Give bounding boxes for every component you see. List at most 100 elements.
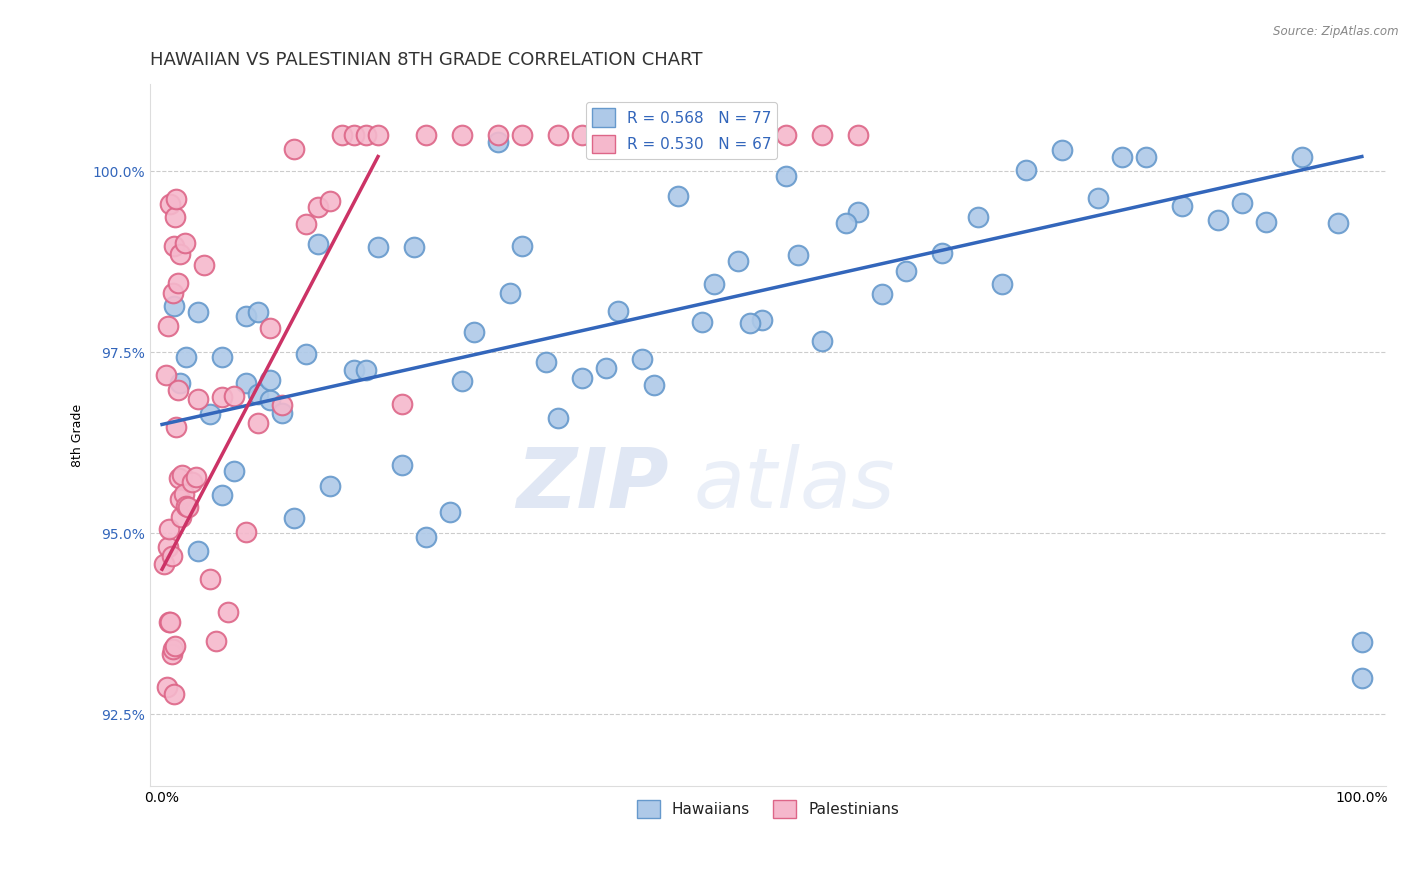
Point: [187, 305, 209, 319]
Point: [271, 398, 294, 412]
Point: [193, 258, 215, 272]
Text: ZIP: ZIP: [516, 444, 669, 525]
Point: [181, 475, 204, 490]
Point: [163, 239, 186, 253]
Point: [235, 310, 257, 324]
Point: [205, 634, 228, 648]
Point: [172, 468, 194, 483]
Y-axis label: 8th Grade: 8th Grade: [72, 404, 84, 467]
Point: [787, 248, 810, 262]
Point: [666, 128, 689, 142]
Point: [1206, 213, 1229, 227]
Point: [222, 389, 245, 403]
Point: [177, 500, 200, 514]
Point: [607, 304, 630, 318]
Point: [160, 549, 183, 563]
Point: [666, 188, 689, 202]
Point: [174, 350, 197, 364]
Point: [169, 376, 191, 390]
Point: [173, 236, 195, 251]
Point: [415, 530, 437, 544]
Point: [547, 128, 569, 142]
Point: [211, 390, 233, 404]
Point: [1351, 671, 1374, 685]
Point: [174, 499, 197, 513]
Point: [463, 325, 485, 339]
Point: [295, 346, 318, 360]
Point: [391, 397, 413, 411]
Point: [415, 128, 437, 142]
Point: [307, 200, 329, 214]
Point: [967, 210, 990, 224]
Point: [1135, 149, 1157, 163]
Point: [354, 128, 377, 142]
Point: [163, 687, 186, 701]
Point: [169, 492, 191, 507]
Point: [714, 128, 737, 142]
Point: [486, 135, 509, 149]
Point: [775, 128, 797, 142]
Point: [703, 277, 725, 292]
Point: [165, 211, 187, 225]
Point: [170, 509, 193, 524]
Point: [451, 128, 474, 142]
Point: [235, 525, 257, 540]
Point: [211, 350, 233, 364]
Point: [160, 647, 183, 661]
Point: [751, 128, 773, 142]
Point: [931, 245, 953, 260]
Point: [235, 376, 257, 390]
Point: [319, 194, 342, 208]
Point: [259, 374, 281, 388]
Point: [156, 680, 179, 694]
Point: [211, 488, 233, 502]
Point: [162, 641, 184, 656]
Point: [155, 368, 177, 383]
Point: [486, 128, 509, 142]
Point: [894, 264, 917, 278]
Point: [846, 128, 869, 142]
Point: [166, 276, 188, 290]
Point: [1087, 191, 1109, 205]
Point: [1254, 214, 1277, 228]
Point: [283, 511, 305, 525]
Point: [222, 464, 245, 478]
Point: [157, 615, 180, 629]
Point: [811, 128, 834, 142]
Point: [367, 128, 389, 142]
Point: [247, 305, 270, 319]
Point: [187, 392, 209, 406]
Point: [690, 128, 713, 142]
Point: [159, 197, 181, 211]
Point: [571, 371, 593, 385]
Point: [451, 374, 474, 388]
Point: [1291, 149, 1313, 163]
Point: [510, 239, 533, 253]
Point: [751, 313, 773, 327]
Point: [775, 169, 797, 183]
Point: [217, 605, 239, 619]
Point: [991, 277, 1014, 291]
Point: [534, 355, 557, 369]
Point: [738, 316, 761, 330]
Point: [571, 128, 593, 142]
Point: [354, 363, 377, 377]
Point: [643, 377, 665, 392]
Point: [319, 478, 342, 492]
Point: [1171, 199, 1194, 213]
Text: Source: ZipAtlas.com: Source: ZipAtlas.com: [1274, 25, 1399, 38]
Point: [727, 254, 749, 268]
Point: [271, 406, 294, 420]
Point: [166, 420, 188, 434]
Point: [295, 217, 318, 231]
Point: [835, 216, 858, 230]
Text: atlas: atlas: [693, 444, 896, 525]
Point: [157, 540, 180, 554]
Point: [607, 128, 630, 142]
Point: [157, 319, 180, 334]
Point: [173, 487, 195, 501]
Point: [166, 383, 188, 397]
Point: [391, 458, 413, 472]
Point: [343, 128, 366, 142]
Point: [1111, 149, 1133, 163]
